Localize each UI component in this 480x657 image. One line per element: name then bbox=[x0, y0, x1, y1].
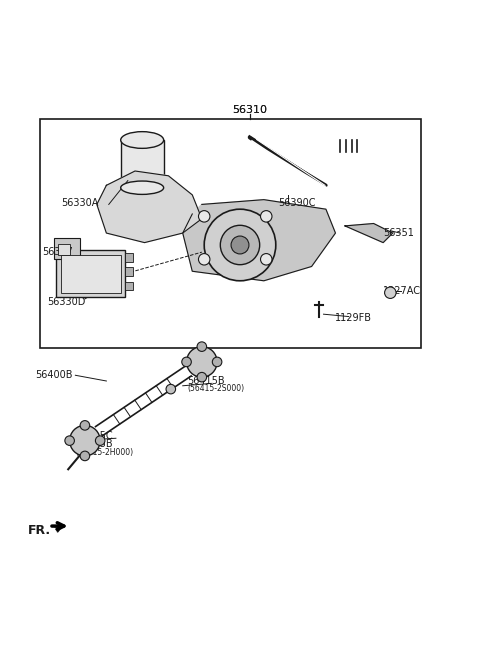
Text: 1129FB: 1129FB bbox=[336, 313, 372, 323]
Bar bbox=[58, 244, 70, 256]
Circle shape bbox=[220, 225, 260, 265]
Text: 56397: 56397 bbox=[42, 247, 73, 257]
Polygon shape bbox=[183, 200, 336, 281]
Text: 56415B: 56415B bbox=[75, 439, 113, 449]
Ellipse shape bbox=[120, 181, 164, 194]
Bar bbox=[125, 282, 132, 290]
Text: 56415C: 56415C bbox=[75, 431, 113, 441]
Circle shape bbox=[80, 420, 90, 430]
Circle shape bbox=[212, 357, 222, 367]
Text: 56351: 56351 bbox=[383, 228, 414, 238]
Bar bbox=[39, 118, 421, 348]
Circle shape bbox=[166, 384, 176, 394]
Bar bbox=[120, 140, 164, 188]
Text: (56415-2S000): (56415-2S000) bbox=[188, 384, 245, 393]
Circle shape bbox=[231, 236, 249, 254]
Circle shape bbox=[199, 254, 210, 265]
Bar bbox=[125, 253, 132, 261]
Circle shape bbox=[65, 436, 74, 445]
Circle shape bbox=[197, 373, 206, 382]
Polygon shape bbox=[345, 223, 393, 242]
Text: 56310: 56310 bbox=[232, 105, 267, 116]
Circle shape bbox=[187, 347, 217, 377]
Polygon shape bbox=[97, 171, 202, 242]
Bar bbox=[61, 254, 120, 293]
Ellipse shape bbox=[120, 131, 164, 148]
Circle shape bbox=[197, 342, 206, 351]
Circle shape bbox=[70, 425, 100, 456]
Text: 56390C: 56390C bbox=[278, 198, 316, 208]
Text: 56330A: 56330A bbox=[61, 198, 98, 208]
Circle shape bbox=[384, 287, 396, 298]
Text: 1327AC: 1327AC bbox=[383, 286, 421, 296]
Circle shape bbox=[204, 209, 276, 281]
Text: FR.: FR. bbox=[28, 524, 51, 537]
Circle shape bbox=[80, 451, 90, 461]
Bar bbox=[56, 250, 125, 298]
Circle shape bbox=[182, 357, 192, 367]
Circle shape bbox=[261, 211, 272, 222]
Text: 56330D: 56330D bbox=[47, 297, 85, 307]
Bar bbox=[54, 238, 80, 260]
Circle shape bbox=[261, 254, 272, 265]
Text: 56400B: 56400B bbox=[35, 371, 72, 380]
Bar bbox=[125, 267, 132, 276]
Circle shape bbox=[96, 436, 105, 445]
Text: (56415-2H000): (56415-2H000) bbox=[75, 447, 133, 457]
Circle shape bbox=[199, 211, 210, 222]
Text: 56310: 56310 bbox=[232, 105, 267, 116]
Text: 56415B: 56415B bbox=[188, 376, 225, 386]
